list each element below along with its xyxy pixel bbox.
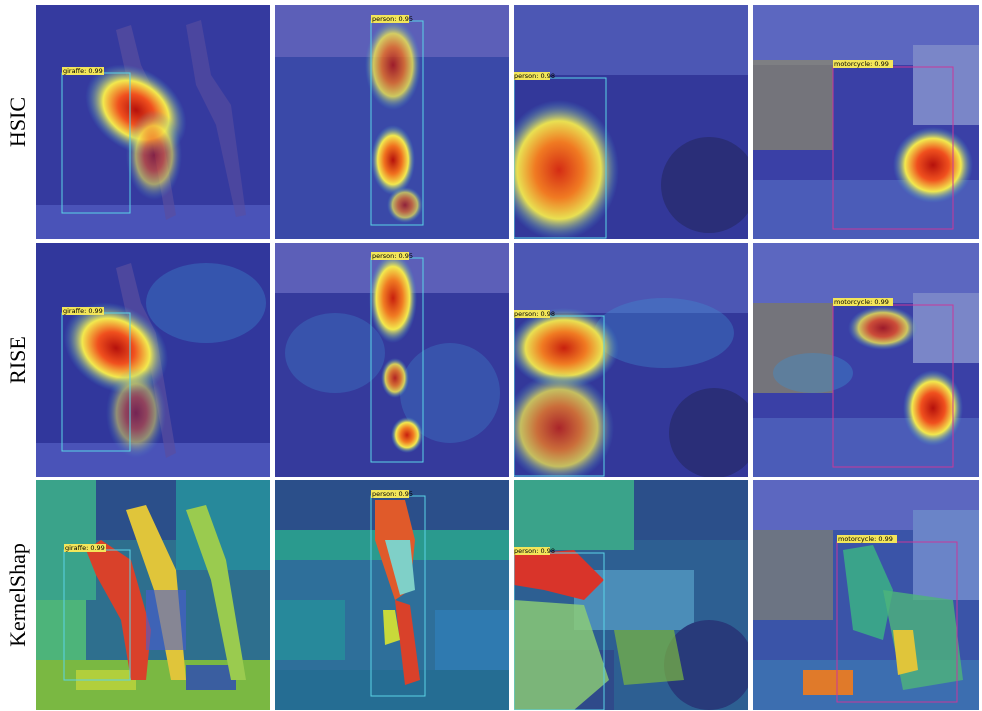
detection-label: motorcycle: 0.99 [838,535,893,543]
panel-kernelshap-motorcycle: motorcycle: 0.99 [753,480,979,710]
row-label-kernelshap: KernelShap [0,480,36,710]
panel-hsic-motorcycle: motorcycle: 0.99 [753,5,979,239]
panel-kernelshap-tennis: person: 0.95 [275,480,509,710]
detection-label: giraffe: 0.99 [63,67,103,75]
detection-label: person: 0.95 [372,252,414,260]
detection-label: giraffe: 0.99 [63,307,103,315]
detection-label: person: 0.95 [372,15,414,23]
detection-label: person: 0.98 [514,310,556,318]
row-label-kernelshap-text: KernelShap [5,543,31,647]
panel-kernelshap-giraffe: giraffe: 0.99 [36,480,270,710]
panel-rise-motorcycle: motorcycle: 0.99 [753,243,979,477]
panel-hsic-giraffe: giraffe: 0.99 [36,5,270,239]
row-label-rise: RISE [0,243,36,477]
row-label-rise-text: RISE [5,336,30,384]
panel-rise-tennis: person: 0.95 [275,243,509,477]
panel-rise-giraffe: giraffe: 0.99 [36,243,270,477]
detection-label: motorcycle: 0.99 [834,60,889,68]
detection-label: person: 0.98 [514,72,556,80]
row-label-hsic-text: HSIC [5,96,30,148]
row-label-hsic: HSIC [0,5,36,239]
detection-label: person: 0.98 [514,547,556,555]
panel-hsic-restaurant: person: 0.98 [514,5,748,239]
panel-hsic-tennis: person: 0.95 [275,5,509,239]
detection-label: giraffe: 0.99 [65,544,105,552]
detection-label: motorcycle: 0.99 [834,298,889,306]
panel-rise-restaurant: person: 0.98 [514,243,748,477]
detection-label: person: 0.95 [372,490,414,498]
panel-kernelshap-restaurant: person: 0.98 [514,480,748,710]
